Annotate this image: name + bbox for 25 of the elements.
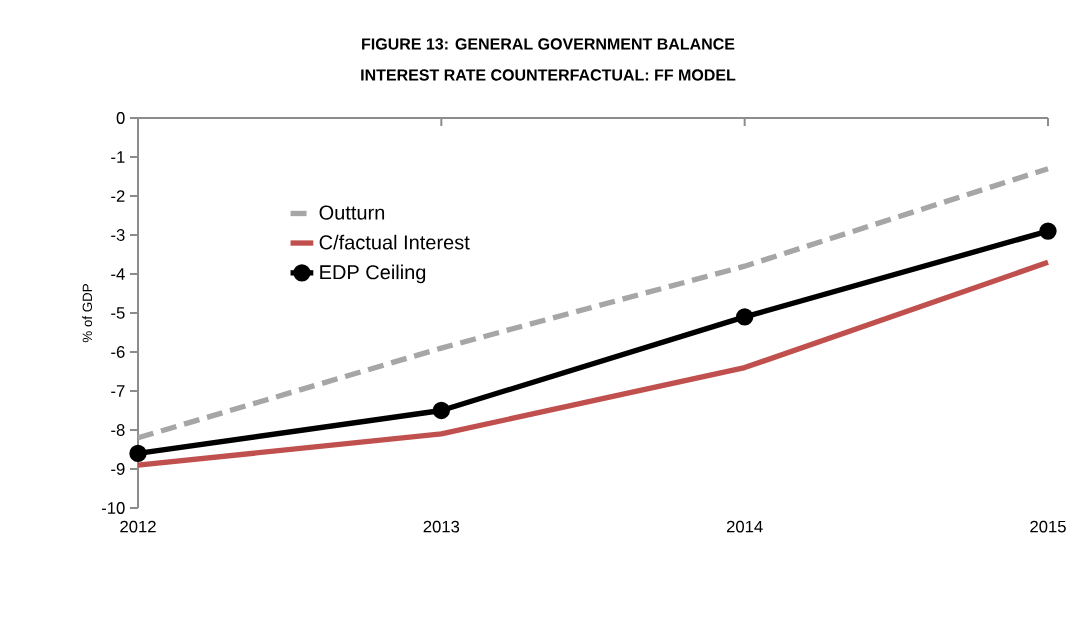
y-tick-label: -7 — [111, 385, 125, 397]
legend-label: Outturn — [319, 205, 385, 220]
y-tick-label: -3 — [111, 229, 125, 241]
chart-title: FIGURE 13: GENERAL GOVERNMENT BALANCE — [362, 38, 735, 50]
y-tick-label: -9 — [111, 463, 125, 475]
y-tick-label: -1 — [111, 151, 125, 163]
y-tick-label: -2 — [111, 190, 125, 202]
x-tick-label: 2014 — [726, 520, 763, 533]
point — [129, 444, 147, 463]
point — [432, 401, 451, 420]
legend-label: EDP Ceiling — [320, 264, 426, 284]
y-tick-label: -6 — [111, 346, 125, 358]
y-axis-title: % of GDP — [82, 284, 93, 343]
chart-subtitle: INTEREST RATE COUNTERFACTUAL: FF MODEL — [361, 69, 736, 81]
y-tick-label: -8 — [111, 424, 125, 436]
point — [736, 308, 754, 326]
x-tick-label: 2013 — [423, 520, 460, 533]
x-tick-label: 2012 — [120, 520, 156, 533]
y-tick-label: 0 — [116, 112, 125, 124]
point — [1039, 222, 1057, 240]
y-tick-label: -5 — [111, 307, 125, 319]
x-tick-label: 2015 — [1030, 520, 1066, 533]
y-tick-label: -4 — [111, 268, 125, 280]
legend-label: C/factual Interest — [319, 234, 470, 250]
y-tick-label: -10 — [101, 502, 125, 514]
